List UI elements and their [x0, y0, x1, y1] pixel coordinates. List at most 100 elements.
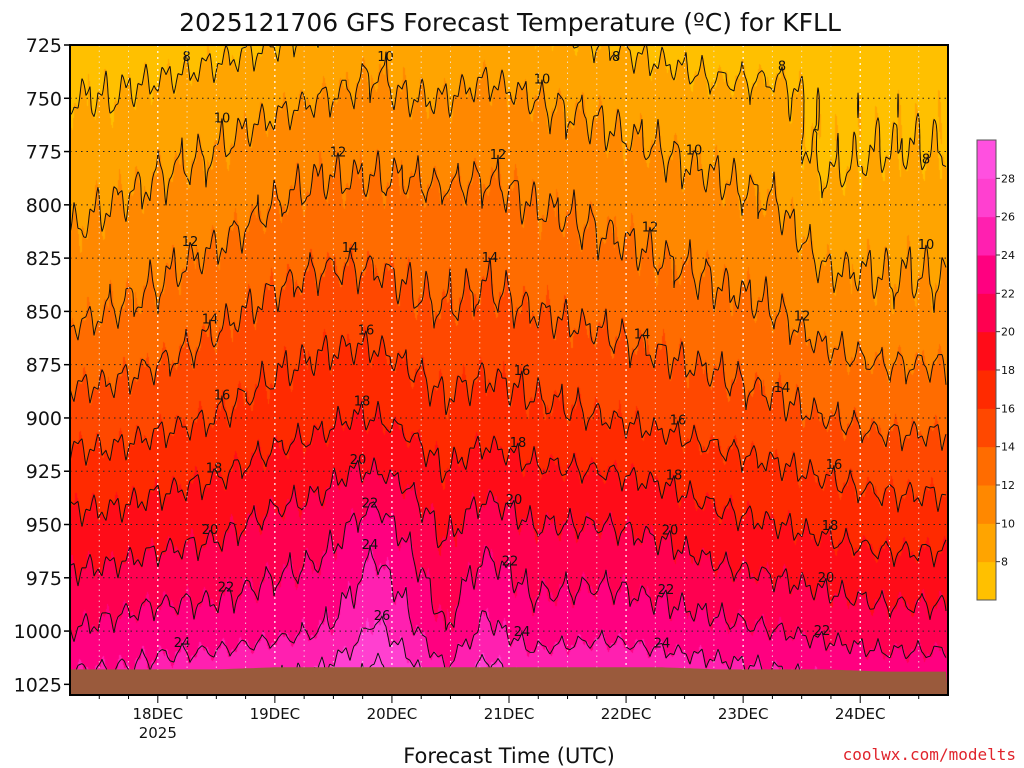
y-tick-label: 800 — [26, 195, 62, 217]
isotherm-label: 20 — [350, 453, 367, 468]
y-tick-label: 750 — [26, 88, 62, 110]
isotherm-label: 10 — [214, 111, 231, 126]
isotherm-label: 14 — [634, 328, 651, 343]
y-axis: 725 750 775 800 825 850 875 900 925 950 975 1000 102… — [14, 35, 70, 696]
isotherm-label: 10 — [377, 50, 394, 65]
isotherm-18 — [69, 400, 947, 568]
x-axis-label: Forecast Time (UTC) — [403, 744, 615, 768]
isotherm-label: 22 — [218, 580, 235, 595]
isotherm-label: 12 — [642, 220, 659, 235]
colorbar-tick-label: 20 — [1001, 326, 1015, 339]
isotherm-label: 8 — [778, 60, 786, 75]
isotherm-label: 22 — [362, 496, 379, 511]
x-tick-label: 21DEC — [484, 705, 535, 723]
isotherm-label: 20 — [818, 571, 835, 586]
isotherm-labels: 8888101010101012121212121414141414161616… — [174, 50, 935, 652]
colorbar-swatch — [977, 331, 996, 371]
isotherm-20 — [69, 457, 947, 620]
colorbar-tick-label: 26 — [1001, 211, 1015, 224]
isotherm-label: 16 — [514, 364, 531, 379]
colorbar-swatch — [977, 293, 996, 333]
colorbar-tick-label: 18 — [1001, 364, 1015, 377]
y-tick-label: 725 — [26, 35, 62, 57]
gridlines — [70, 45, 948, 695]
isotherm-label: 12 — [182, 235, 199, 250]
x-tick-sublabel: 2025 — [139, 724, 177, 742]
y-tick-label: 775 — [26, 142, 62, 164]
x-tick-label: 24DEC — [835, 705, 886, 723]
isotherm-label: 22 — [658, 583, 675, 598]
isotherm-label: 14 — [342, 241, 359, 256]
isotherm-label: 24 — [362, 538, 379, 553]
colorbar-tick-label: 14 — [1001, 441, 1015, 454]
isotherm-label: 20 — [202, 523, 219, 538]
y-tick-label: 1000 — [14, 621, 62, 643]
plot-area: 8888101010101012121212121414141414161616… — [69, 44, 949, 696]
isotherm-label: 22 — [502, 554, 519, 569]
isotherm-label: 10 — [918, 238, 935, 253]
colorbar-swatch — [977, 446, 996, 486]
isotherm-label: 18 — [206, 462, 223, 477]
y-tick-label: 1025 — [14, 674, 62, 696]
isotherm-8 — [69, 44, 947, 199]
ground-surface — [70, 667, 948, 695]
colorbar-tick-label: 16 — [1001, 402, 1015, 415]
colorbar-swatch — [977, 140, 996, 179]
isotherm-label: 12 — [794, 310, 811, 325]
colorbar-swatch — [977, 561, 996, 601]
colorbar-tick-label: 10 — [1001, 517, 1015, 530]
isotherm-label: 16 — [670, 414, 687, 429]
colorbar-swatch — [977, 370, 996, 409]
isotherm-label: 16 — [826, 458, 843, 473]
colorbar-tick-label: 12 — [1001, 479, 1015, 492]
isotherm-label: 26 — [374, 609, 391, 624]
isotherm-label: 12 — [330, 146, 347, 161]
x-tick-label: 19DEC — [250, 705, 301, 723]
isotherm-label: 10 — [686, 144, 703, 159]
y-tick-label: 950 — [26, 515, 62, 537]
colorbar-swatch — [977, 178, 996, 218]
isotherm-contours — [69, 44, 947, 694]
isotherm-22 — [69, 501, 947, 660]
colorbar-swatch — [977, 255, 996, 294]
colorbar-tick-label: 22 — [1001, 287, 1015, 300]
colorbar-swatch — [977, 216, 996, 256]
isotherm-label: 16 — [358, 324, 375, 339]
y-tick-label: 875 — [26, 355, 62, 377]
isotherm-label: 14 — [202, 313, 219, 328]
isotherm-12 — [69, 150, 947, 385]
isotherm-label: 24 — [174, 636, 191, 651]
credit-link[interactable]: coolwx.com/modelts — [843, 745, 1016, 764]
isotherm-label: 8 — [612, 50, 620, 65]
colorbar-tick-label: 28 — [1001, 172, 1015, 185]
isotherm-10 — [69, 51, 947, 313]
y-tick-label: 975 — [26, 568, 62, 590]
y-tick-label: 850 — [26, 301, 62, 323]
isotherm-label: 18 — [354, 394, 371, 409]
isotherm-label: 14 — [482, 251, 499, 266]
isotherm-label: 22 — [814, 624, 831, 639]
colorbar-swatch — [977, 408, 996, 448]
isotherm-16 — [69, 330, 947, 513]
colorbar: 8 10 12 14 16 18 20 22 24 26 28 — [976, 139, 1015, 601]
colorbar-tick-label: 24 — [1001, 249, 1015, 262]
x-tick-label: 22DEC — [601, 705, 652, 723]
isotherm-label: 24 — [514, 625, 531, 640]
colorbar-swatch — [977, 523, 996, 563]
isotherm-label: 24 — [654, 637, 671, 652]
isotherm-14 — [69, 247, 947, 452]
isotherm-label: 10 — [534, 73, 551, 88]
y-tick-label: 900 — [26, 408, 62, 430]
isotherm-label: 16 — [214, 389, 231, 404]
isotherm-label: 20 — [662, 523, 679, 538]
isotherm-label: 12 — [490, 148, 507, 163]
colorbar-swatch — [977, 485, 996, 524]
isotherm-label: 18 — [822, 519, 839, 534]
x-tick-label: 18DEC — [133, 705, 184, 723]
isotherm-label: 8 — [922, 153, 930, 168]
y-tick-label: 925 — [26, 461, 62, 483]
x-tick-label: 20DEC — [367, 705, 418, 723]
chart-title: 2025121706 GFS Forecast Temperature (ºC)… — [179, 8, 841, 37]
